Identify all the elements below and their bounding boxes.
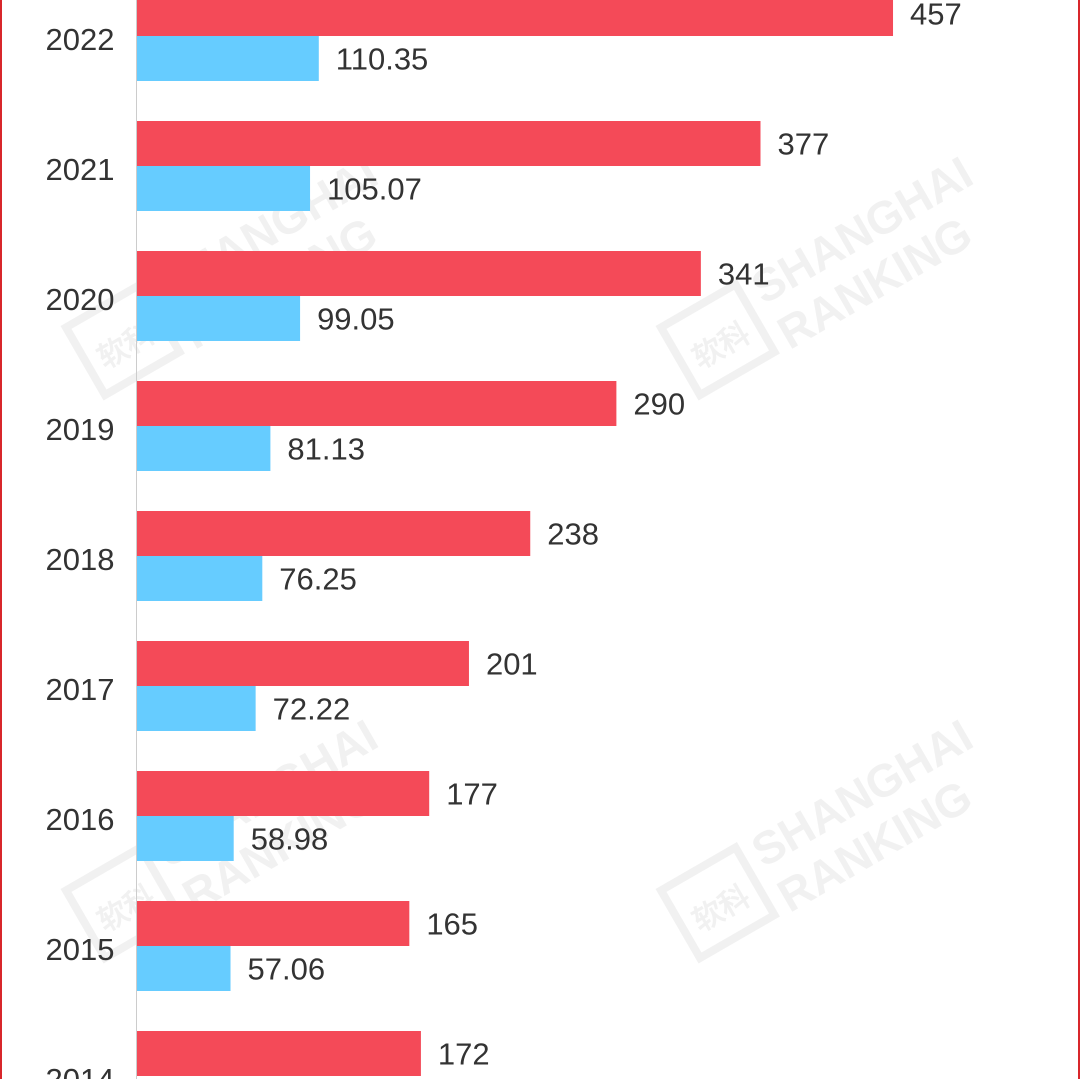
data-label-series1-2019: 290	[633, 387, 685, 422]
bar-series2-2016	[136, 816, 234, 861]
category-label-2018: 2018	[46, 542, 115, 577]
bar-series1-2022	[136, 0, 894, 36]
bar-series1-2016	[136, 771, 430, 816]
bar-series1-2014	[136, 1031, 421, 1076]
data-label-series1-2020: 341	[718, 257, 770, 292]
watermark-logo-icon	[655, 841, 780, 964]
category-label-2019: 2019	[46, 412, 115, 447]
bar-series2-2021	[136, 166, 311, 211]
bars-layer: 2022 457 110.35 2021 377 105.07 2020 341 99.05 20…	[46, 0, 962, 1079]
data-label-series2-2020: 99.05	[317, 302, 395, 337]
bar-series2-2015	[136, 946, 231, 991]
category-label-2016: 2016	[46, 802, 115, 837]
category-label-2020: 2020	[46, 282, 115, 317]
data-label-series1-2015: 165	[426, 907, 478, 942]
data-label-series2-2022: 110.35	[336, 42, 429, 77]
bar-series2-2017	[136, 686, 256, 731]
data-label-series2-2017: 72.22	[273, 692, 351, 727]
category-label-2022: 2022	[46, 22, 115, 57]
data-label-series1-2014: 172	[438, 1037, 490, 1072]
category-label-2014: 2014	[46, 1062, 115, 1079]
watermark-logo-icon	[655, 278, 780, 401]
bar-series1-2017	[136, 641, 469, 686]
frame-left-border	[0, 0, 2, 1079]
bar-series1-2018	[136, 511, 531, 556]
bar-series1-2019	[136, 381, 617, 426]
data-label-series2-2016: 58.98	[251, 822, 329, 857]
frame-right-border	[1078, 0, 1080, 1079]
data-label-series1-2018: 238	[547, 517, 599, 552]
data-label-series2-2021: 105.07	[327, 172, 422, 207]
category-label-2021: 2021	[46, 152, 115, 187]
bar-series2-2018	[136, 556, 263, 601]
category-label-2015: 2015	[46, 932, 115, 967]
bar-series2-2022	[136, 36, 319, 81]
bar-series2-2020	[136, 296, 301, 341]
bar-series2-2019	[136, 426, 271, 471]
bar-series1-2015	[136, 901, 410, 946]
data-label-series2-2015: 57.06	[248, 952, 326, 987]
data-label-series1-2022: 457	[910, 0, 962, 32]
data-label-series1-2016: 177	[446, 777, 498, 812]
bar-series1-2021	[136, 121, 761, 166]
data-label-series2-2019: 81.13	[287, 432, 365, 467]
data-label-series1-2017: 201	[486, 647, 538, 682]
bar-series1-2020	[136, 251, 701, 296]
data-label-series1-2021: 377	[778, 127, 830, 162]
data-label-series2-2018: 76.25	[279, 562, 357, 597]
category-label-2017: 2017	[46, 672, 115, 707]
